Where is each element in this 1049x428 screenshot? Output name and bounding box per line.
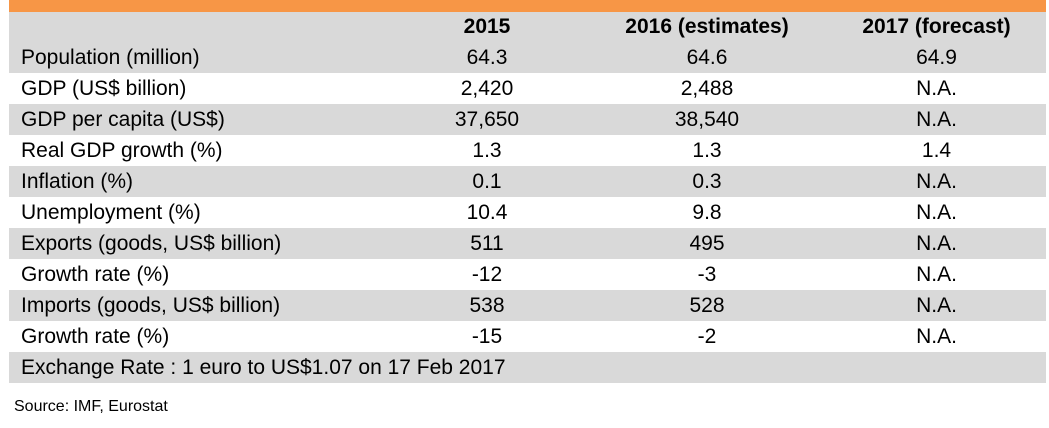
cell-2015: 1.3 — [472, 139, 502, 162]
table-row: Imports (goods, US$ billion) 538 528 N.A… — [9, 290, 1046, 321]
header-2016: 2016 (estimates) — [587, 12, 827, 42]
cell-2016: 9.8 — [692, 201, 722, 224]
row-label: Growth rate (%) — [21, 263, 170, 286]
cell-2015: 0.1 — [387, 166, 587, 197]
header-2017: 2017 (forecast) — [827, 12, 1046, 42]
cell-2015: -12 — [471, 263, 503, 286]
cell-2017: N.A. — [827, 228, 1046, 259]
cell-2016: 2,488 — [680, 77, 734, 100]
cell-2017: N.A. — [916, 325, 957, 348]
economic-indicators-table: 2015 2016 (estimates) 2017 (forecast) Po… — [9, 12, 1046, 383]
table-row: Growth rate (%) -15 -2 N.A. — [9, 321, 1046, 352]
cell-2016: 495 — [587, 228, 827, 259]
source-note: Source: IMF, Eurostat — [14, 398, 168, 415]
row-label: GDP per capita (US$) — [9, 104, 387, 135]
cell-2017: N.A. — [916, 201, 957, 224]
cell-2017: N.A. — [916, 77, 957, 100]
cell-2016: -2 — [697, 325, 717, 348]
header-accent-bar — [9, 0, 1046, 12]
cell-2015: 64.3 — [387, 42, 587, 73]
cell-2016: 0.3 — [587, 166, 827, 197]
row-label: Inflation (%) — [9, 166, 387, 197]
cell-2016: 1.3 — [692, 139, 722, 162]
cell-2017: N.A. — [916, 263, 957, 286]
table-row: Exports (goods, US$ billion) 511 495 N.A… — [9, 228, 1046, 259]
table-row: Population (million) 64.3 64.6 64.9 — [9, 42, 1046, 73]
row-label: Real GDP growth (%) — [21, 139, 223, 162]
header-2015: 2015 — [387, 12, 587, 42]
row-label: Imports (goods, US$ billion) — [9, 290, 387, 321]
cell-2016: 64.6 — [587, 42, 827, 73]
cell-2017: 1.4 — [921, 139, 952, 162]
exchange-rate-note: Exchange Rate : 1 euro to US$1.07 on 17 … — [9, 352, 1046, 383]
cell-2016: 38,540 — [587, 104, 827, 135]
table-row: GDP (US$ billion) 2,420 2,488 N.A. — [9, 73, 1046, 104]
table-header-row: 2015 2016 (estimates) 2017 (forecast) — [9, 12, 1046, 42]
row-label: Unemployment (%) — [21, 201, 201, 224]
header-indicator — [9, 12, 387, 42]
cell-2015: 37,650 — [387, 104, 587, 135]
cell-2015: -15 — [471, 325, 503, 348]
cell-2015: 2,420 — [460, 77, 514, 100]
cell-2017: N.A. — [827, 104, 1046, 135]
cell-2017: N.A. — [827, 166, 1046, 197]
table-row: GDP per capita (US$) 37,650 38,540 N.A. — [9, 104, 1046, 135]
table-row: Growth rate (%) -12 -3 N.A. — [9, 259, 1046, 290]
table-row: Unemployment (%) 10.4 9.8 N.A. — [9, 197, 1046, 228]
table-row: Inflation (%) 0.1 0.3 N.A. — [9, 166, 1046, 197]
row-label: Growth rate (%) — [21, 325, 170, 348]
row-label: GDP (US$ billion) — [21, 77, 187, 100]
table-row: Real GDP growth (%) 1.3 1.3 1.4 — [9, 135, 1046, 166]
cell-2015: 10.4 — [466, 201, 508, 224]
cell-2017: 64.9 — [827, 42, 1046, 73]
exchange-rate-row: Exchange Rate : 1 euro to US$1.07 on 17 … — [9, 352, 1046, 383]
cell-2015: 511 — [387, 228, 587, 259]
row-label: Population (million) — [9, 42, 387, 73]
cell-2016: -3 — [697, 263, 717, 286]
cell-2015: 538 — [387, 290, 587, 321]
cell-2017: N.A. — [827, 290, 1046, 321]
row-label: Exports (goods, US$ billion) — [9, 228, 387, 259]
cell-2016: 528 — [587, 290, 827, 321]
